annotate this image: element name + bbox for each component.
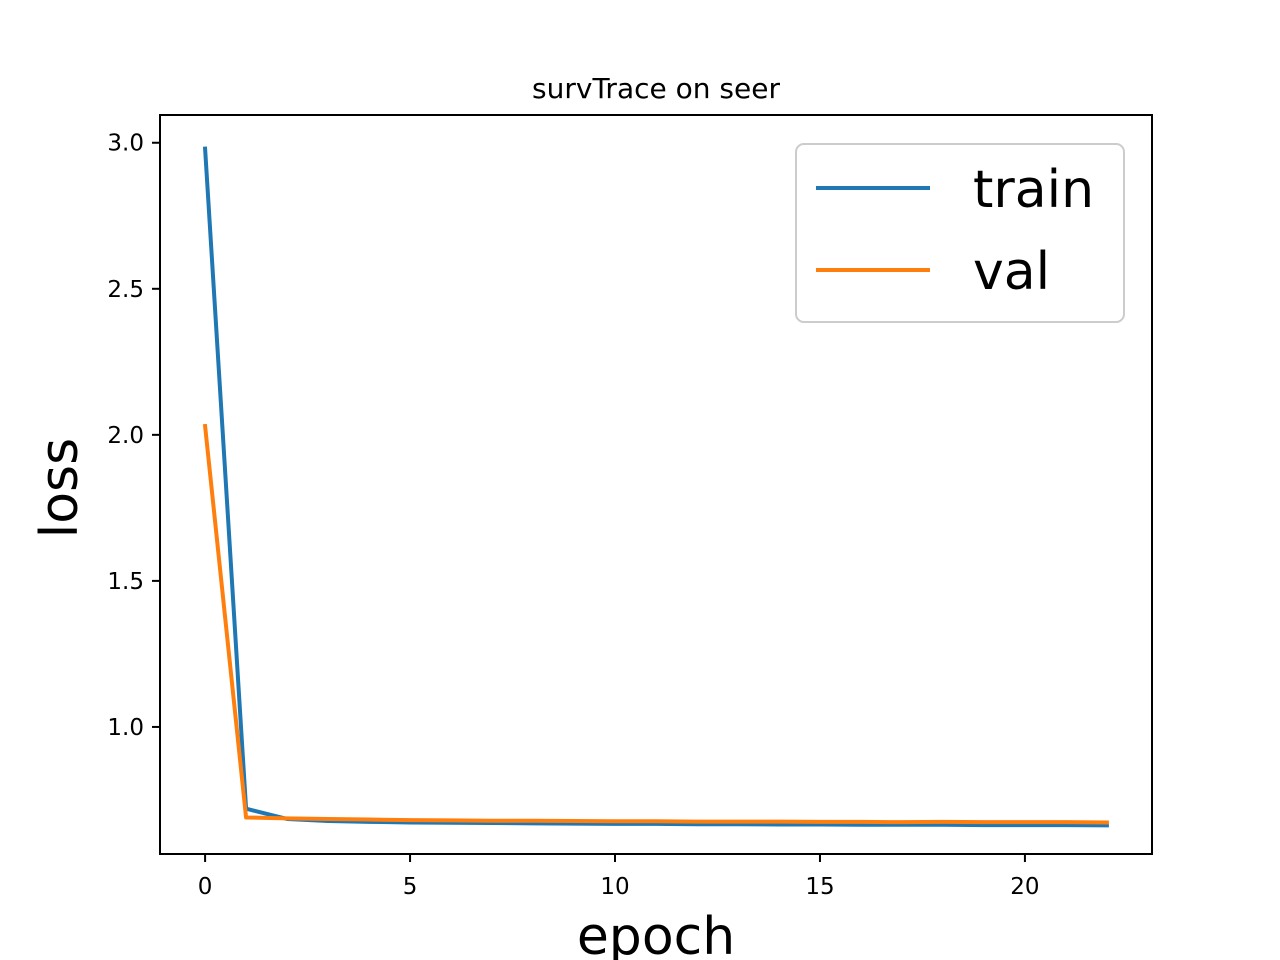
legend-label-val: val: [973, 242, 1050, 302]
y-tick-label: 2.5: [107, 277, 144, 303]
legend-label-train: train: [973, 160, 1094, 220]
series-layer: [202, 146, 1109, 828]
x-tick-label: 20: [1010, 874, 1039, 900]
y-tick-label: 1.0: [107, 715, 144, 741]
chart-title: survTrace on seer: [532, 72, 780, 105]
x-axis-label: epoch: [577, 907, 735, 960]
x-tick-label: 10: [600, 874, 629, 900]
y-tick-label: 2.0: [107, 423, 144, 449]
x-tick-label: 0: [198, 874, 213, 900]
x-axis-ticks: 0 5 10 15 20: [198, 854, 1040, 900]
x-tick-label: 5: [403, 874, 418, 900]
series-line-train: [202, 146, 1109, 828]
legend: train val: [795, 143, 1125, 323]
series-line-val: [202, 423, 1109, 825]
y-tick-label: 3.0: [107, 131, 144, 157]
plot-frame: [159, 114, 1153, 855]
y-axis-label: loss: [30, 438, 90, 538]
x-tick-label: 15: [805, 874, 834, 900]
y-tick-label: 1.5: [107, 569, 144, 595]
y-axis-ticks: 1.0 1.5 2.0 2.5 3.0: [107, 131, 160, 741]
